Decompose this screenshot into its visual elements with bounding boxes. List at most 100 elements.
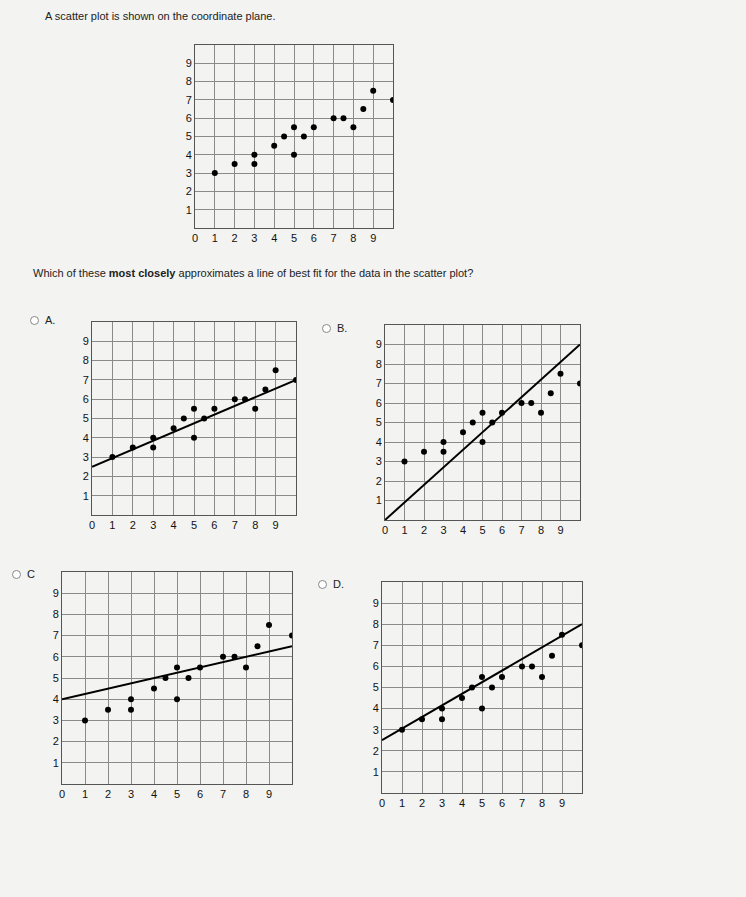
svg-text:4: 4 <box>186 149 192 161</box>
svg-text:6: 6 <box>186 112 192 124</box>
svg-text:8: 8 <box>243 788 249 800</box>
svg-text:1: 1 <box>186 204 192 216</box>
svg-text:5: 5 <box>479 797 485 809</box>
svg-text:2: 2 <box>421 524 427 536</box>
svg-text:7: 7 <box>373 639 379 651</box>
svg-text:5: 5 <box>53 672 59 684</box>
svg-text:6: 6 <box>373 660 379 672</box>
svg-text:8: 8 <box>539 797 545 809</box>
svg-text:8: 8 <box>373 618 379 630</box>
svg-text:3: 3 <box>150 519 156 531</box>
svg-text:4: 4 <box>376 436 382 448</box>
svg-text:2: 2 <box>53 735 59 747</box>
svg-text:9: 9 <box>376 338 382 350</box>
svg-text:6: 6 <box>211 519 217 531</box>
svg-text:7: 7 <box>220 788 226 800</box>
svg-text:1: 1 <box>212 232 218 244</box>
svg-text:9: 9 <box>83 335 89 347</box>
svg-text:7: 7 <box>518 524 524 536</box>
svg-text:6: 6 <box>376 397 382 409</box>
svg-text:1: 1 <box>83 490 89 502</box>
svg-text:5: 5 <box>479 524 485 536</box>
svg-text:5: 5 <box>376 416 382 428</box>
svg-text:2: 2 <box>232 232 238 244</box>
svg-text:1: 1 <box>373 766 379 778</box>
svg-text:3: 3 <box>186 167 192 179</box>
svg-text:5: 5 <box>291 232 297 244</box>
svg-text:0: 0 <box>379 797 385 809</box>
svg-text:2: 2 <box>83 470 89 482</box>
svg-text:1: 1 <box>109 519 115 531</box>
html-text:D.: D. <box>333 578 344 590</box>
svg-text:8: 8 <box>538 524 544 536</box>
svg-text:0: 0 <box>89 519 95 531</box>
svg-text:7: 7 <box>186 94 192 106</box>
html-text:Which of these most closely ap: Which of these most closely approximates… <box>33 267 474 279</box>
svg-text:6: 6 <box>499 524 505 536</box>
svg-text:2: 2 <box>376 475 382 487</box>
svg-text:8: 8 <box>83 354 89 366</box>
svg-text:1: 1 <box>401 524 407 536</box>
svg-text:0: 0 <box>192 232 198 244</box>
svg-text:6: 6 <box>311 232 317 244</box>
svg-text:7: 7 <box>53 629 59 641</box>
svg-text:4: 4 <box>373 702 379 714</box>
svg-text:4: 4 <box>53 693 59 705</box>
svg-text:3: 3 <box>53 714 59 726</box>
svg-text:4: 4 <box>171 519 177 531</box>
svg-text:8: 8 <box>186 75 192 87</box>
svg-text:4: 4 <box>460 524 466 536</box>
svg-text:2: 2 <box>130 519 136 531</box>
svg-text:9: 9 <box>370 232 376 244</box>
svg-text:3: 3 <box>439 797 445 809</box>
svg-text:9: 9 <box>266 788 272 800</box>
svg-text:8: 8 <box>252 519 258 531</box>
svg-text:2: 2 <box>373 745 379 757</box>
svg-text:5: 5 <box>373 681 379 693</box>
svg-text:6: 6 <box>197 788 203 800</box>
svg-text:9: 9 <box>273 519 279 531</box>
html-text:A.: A. <box>45 314 56 326</box>
svg-text:6: 6 <box>53 651 59 663</box>
svg-text:6: 6 <box>83 393 89 405</box>
svg-text:7: 7 <box>376 377 382 389</box>
svg-text:3: 3 <box>83 451 89 463</box>
svg-text:4: 4 <box>271 232 277 244</box>
svg-text:1: 1 <box>82 788 88 800</box>
svg-text:9: 9 <box>53 587 59 599</box>
svg-text:9: 9 <box>186 57 192 69</box>
svg-text:0: 0 <box>382 524 388 536</box>
svg-text:5: 5 <box>174 788 180 800</box>
svg-text:1: 1 <box>399 797 405 809</box>
svg-text:3: 3 <box>251 232 257 244</box>
svg-text:2: 2 <box>105 788 111 800</box>
svg-text:4: 4 <box>459 797 465 809</box>
svg-text:2: 2 <box>186 185 192 197</box>
html-text:A scatter plot is shown on the: A scatter plot is shown on the coordinat… <box>45 10 276 22</box>
svg-text:5: 5 <box>83 412 89 424</box>
svg-text:4: 4 <box>83 432 89 444</box>
svg-text:4: 4 <box>151 788 157 800</box>
svg-text:3: 3 <box>373 724 379 736</box>
svg-text:8: 8 <box>350 232 356 244</box>
svg-text:3: 3 <box>376 455 382 467</box>
svg-text:0: 0 <box>59 788 65 800</box>
svg-text:3: 3 <box>440 524 446 536</box>
html-text:B.: B. <box>337 322 348 334</box>
svg-text:5: 5 <box>191 519 197 531</box>
svg-text:7: 7 <box>519 797 525 809</box>
svg-text:9: 9 <box>373 597 379 609</box>
svg-text:1: 1 <box>376 494 382 506</box>
svg-text:2: 2 <box>419 797 425 809</box>
svg-text:9: 9 <box>559 797 565 809</box>
svg-text:5: 5 <box>186 130 192 142</box>
svg-text:7: 7 <box>232 519 238 531</box>
svg-text:8: 8 <box>376 358 382 370</box>
svg-text:3: 3 <box>128 788 134 800</box>
svg-text:8: 8 <box>53 608 59 620</box>
svg-text:7: 7 <box>331 232 337 244</box>
svg-text:1: 1 <box>53 757 59 769</box>
svg-text:7: 7 <box>83 374 89 386</box>
svg-text:9: 9 <box>557 524 563 536</box>
svg-text:6: 6 <box>499 797 505 809</box>
